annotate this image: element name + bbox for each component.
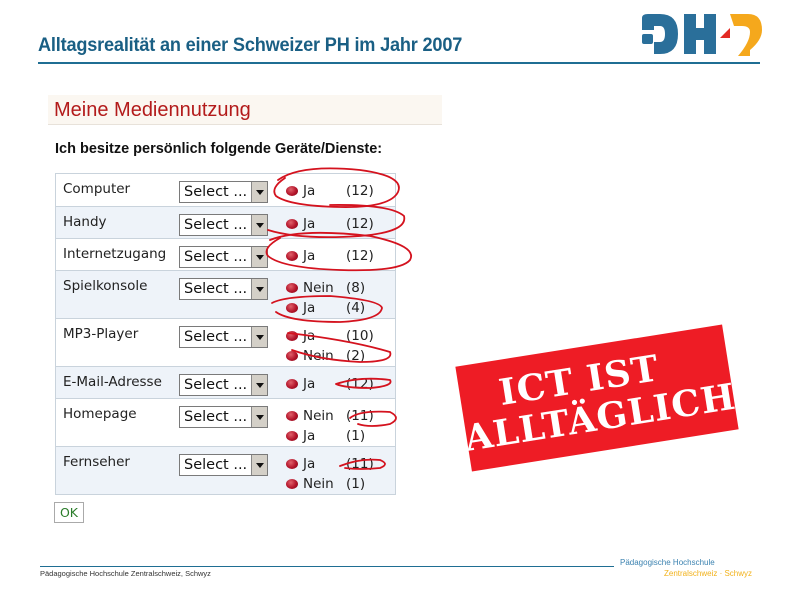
table-row-fernseher: Fernseher Select ... Ja (11) Nein (1)	[56, 447, 395, 495]
answer-item: Ja (10)	[286, 327, 386, 347]
select-mp3-player[interactable]: Select ...	[179, 326, 268, 348]
dropdown-arrow-icon[interactable]	[251, 247, 267, 267]
bullet-icon	[286, 379, 298, 389]
bullet-icon	[286, 251, 298, 261]
bullet-icon	[286, 431, 298, 441]
answer-item: Nein (1)	[286, 475, 386, 495]
row-label: Fernseher	[63, 454, 130, 470]
bullet-icon	[286, 351, 298, 361]
dropdown-arrow-icon[interactable]	[251, 279, 267, 299]
ok-button[interactable]: OK	[54, 502, 84, 523]
footer-divider	[40, 566, 614, 567]
survey-table: Computer Select ... Ja (12) Handy Select…	[55, 173, 396, 495]
row-label: Handy	[63, 214, 107, 230]
answer-item: Ja (12)	[286, 182, 386, 202]
table-row-handy: Handy Select ... Ja (12)	[56, 207, 395, 239]
phz-logo	[642, 14, 762, 56]
answer-item: Ja (11)	[286, 455, 386, 475]
bullet-icon	[286, 331, 298, 341]
dropdown-arrow-icon[interactable]	[251, 182, 267, 202]
footer-text: Pädagogische Hochschule Zentralschweiz, …	[40, 569, 211, 578]
bullet-icon	[286, 459, 298, 469]
bullet-icon	[286, 186, 298, 196]
select-spielkonsole[interactable]: Select ...	[179, 278, 268, 300]
answer-item: Ja (12)	[286, 215, 386, 235]
row-label: E-Mail-Adresse	[63, 374, 162, 390]
row-label: Computer	[63, 181, 131, 197]
table-row-spielkonsole: Spielkonsole Select ... Nein (8) Ja (4)	[56, 271, 395, 319]
bullet-icon	[286, 219, 298, 229]
dropdown-arrow-icon[interactable]	[251, 215, 267, 235]
row-label: Internetzugang	[63, 246, 167, 262]
answer-item: Nein (2)	[286, 347, 386, 367]
answer-item: Ja (4)	[286, 299, 386, 319]
bullet-icon	[286, 479, 298, 489]
select-computer[interactable]: Select ...	[179, 181, 268, 203]
question-text: Ich besitze persönlich folgende Geräte/D…	[55, 141, 383, 157]
form-title: Meine Mediennutzung	[54, 99, 251, 121]
select-fernseher[interactable]: Select ...	[179, 454, 268, 476]
dropdown-arrow-icon[interactable]	[251, 375, 267, 395]
select-email[interactable]: Select ...	[179, 374, 268, 396]
table-row-internetzugang: Internetzugang Select ... Ja (12)	[56, 239, 395, 271]
form-header: Meine Mediennutzung	[48, 95, 442, 125]
footer-brand-line-1: Pädagogische Hochschule	[620, 558, 715, 567]
bullet-icon	[286, 411, 298, 421]
answer-item: Ja (12)	[286, 247, 386, 267]
footer-brand-line-2: Zentralschweiz · Schwyz	[664, 569, 753, 578]
answer-item: Ja (12)	[286, 375, 386, 395]
bullet-icon	[286, 283, 298, 293]
row-label: MP3-Player	[63, 326, 139, 342]
select-handy[interactable]: Select ...	[179, 214, 268, 236]
row-label: Spielkonsole	[63, 278, 148, 294]
slide-title: Alltagsrealität an einer Schweizer PH im…	[38, 34, 463, 56]
dropdown-arrow-icon[interactable]	[251, 327, 267, 347]
title-divider	[38, 62, 760, 64]
row-label: Homepage	[63, 406, 137, 422]
bullet-icon	[286, 303, 298, 313]
ict-stamp: ICT IST ALLTÄGLICH	[455, 324, 739, 472]
select-internetzugang[interactable]: Select ...	[179, 246, 268, 268]
answer-item: Nein (8)	[286, 279, 386, 299]
table-row-homepage: Homepage Select ... Nein (11) Ja (1)	[56, 399, 395, 447]
table-row-mp3-player: MP3-Player Select ... Ja (10) Nein (2)	[56, 319, 395, 367]
dropdown-arrow-icon[interactable]	[251, 455, 267, 475]
answer-item: Ja (1)	[286, 427, 386, 447]
select-homepage[interactable]: Select ...	[179, 406, 268, 428]
table-row-computer: Computer Select ... Ja (12)	[56, 174, 395, 207]
dropdown-arrow-icon[interactable]	[251, 407, 267, 427]
table-row-email: E-Mail-Adresse Select ... Ja (12)	[56, 367, 395, 399]
answer-item: Nein (11)	[286, 407, 386, 427]
